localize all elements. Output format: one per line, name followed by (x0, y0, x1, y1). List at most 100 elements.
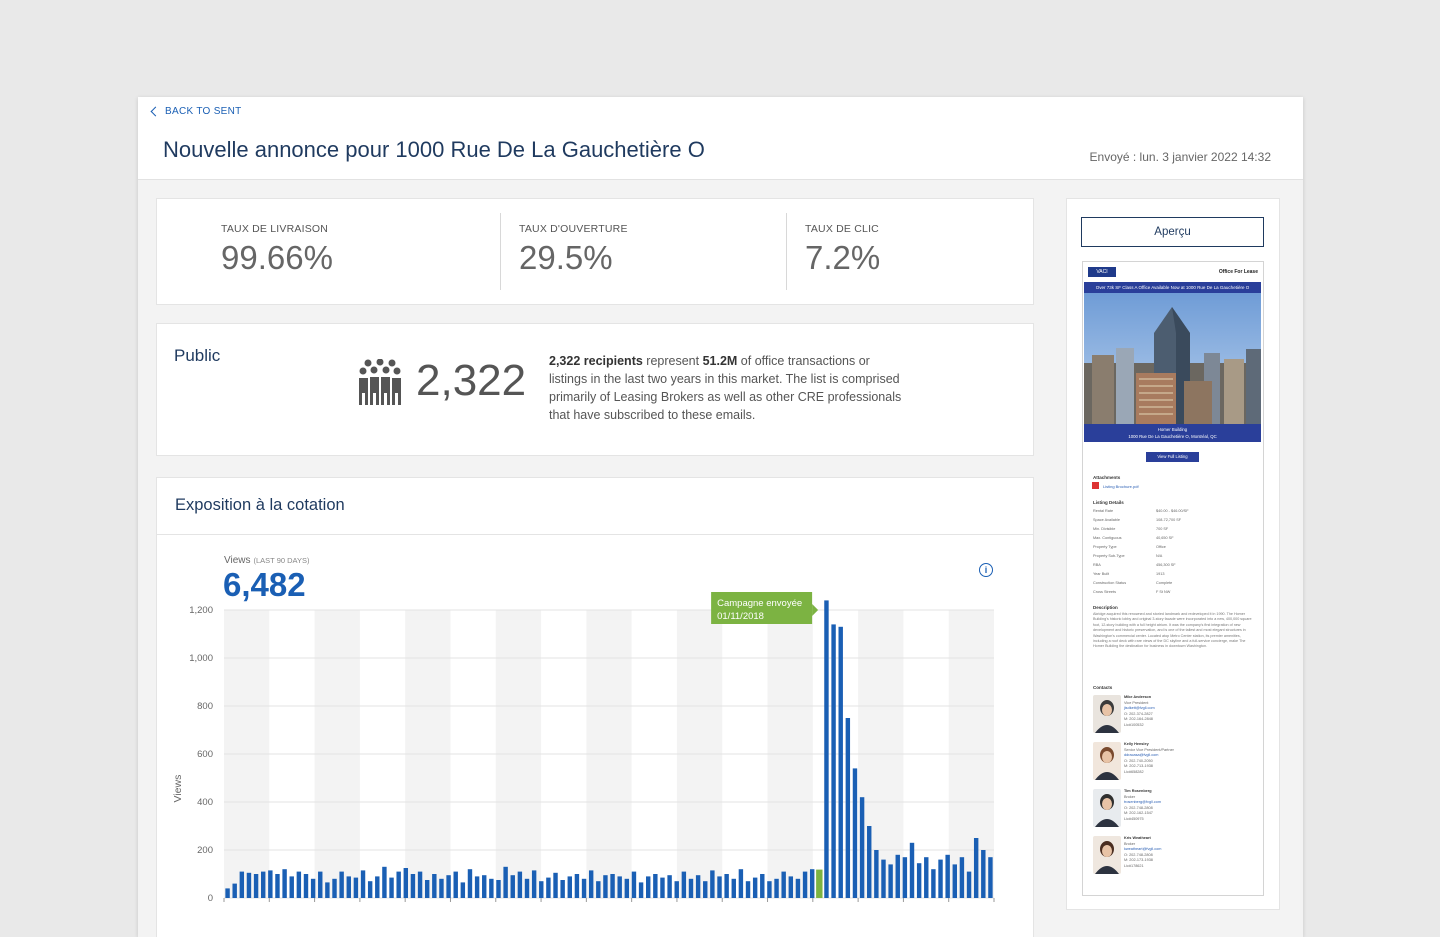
annotation-date: 01/11/2018 (717, 611, 764, 622)
bar (289, 876, 294, 898)
bar (788, 876, 794, 898)
contact-name: Kris Weatheart (1124, 836, 1151, 840)
bar (396, 871, 401, 898)
views-period: (LAST 90 DAYS) (253, 556, 310, 565)
detail-value: Complete (1156, 581, 1173, 585)
bar (389, 877, 394, 898)
bar (232, 883, 237, 898)
chevron-left-icon (150, 106, 161, 117)
bar (646, 876, 651, 898)
bar (938, 859, 943, 898)
bar (703, 881, 708, 898)
attachment-link[interactable]: Listing Brochure.pdf (1103, 484, 1139, 489)
campaign-card: BACK TO SENT Nouvelle annonce pour 1000 … (138, 97, 1303, 937)
bar (446, 875, 451, 898)
detail-key: Rental Rate (1093, 509, 1114, 513)
bar (439, 878, 444, 898)
detail-row: Cross Streets F St NW (1093, 590, 1253, 594)
bar (432, 874, 437, 898)
detail-key: RBA (1093, 563, 1101, 567)
bar (959, 857, 965, 898)
annotation-flag (711, 592, 813, 624)
bar (831, 624, 836, 898)
views-title: Views (224, 555, 251, 566)
bar (745, 881, 751, 898)
email-preview[interactable]: VACI PROPERTIES Office For Lease Over 73… (1082, 261, 1264, 896)
bar (489, 878, 494, 898)
pdf-icon (1092, 482, 1099, 489)
description-text: Akridge acquired this renowned and stori… (1093, 612, 1252, 649)
detail-row: RBA 456,300 SF (1093, 563, 1253, 567)
detail-value: 108-72,700 SF (1156, 518, 1182, 522)
people-group-icon (359, 359, 401, 405)
bar (510, 875, 515, 898)
contact-mobile: M: 202-162-1547 (1124, 811, 1153, 816)
email-caption: Homer Building 1000 Rue De La Gauchetièr… (1084, 424, 1261, 442)
detail-row: Property Sub-Type N/A (1093, 554, 1253, 558)
bar (360, 870, 366, 898)
y-tick-label: 0 (208, 893, 213, 904)
bar (225, 888, 230, 898)
bar (610, 874, 615, 898)
bar (695, 875, 701, 898)
bar (859, 797, 865, 898)
email-listing-type: Office For Lease (1218, 269, 1258, 275)
bar (539, 881, 544, 898)
preview-button[interactable]: Aperçu (1081, 217, 1264, 247)
detail-value: F St NW (1156, 590, 1171, 594)
bar (339, 871, 344, 898)
bar (253, 874, 259, 898)
contact-email[interactable]: jisdkett@fvgll.com (1124, 706, 1155, 711)
bar (353, 877, 359, 898)
contact-card: Kris Weatheart Broker kweatheart@fvgll.com… (1093, 836, 1253, 874)
bar (852, 768, 858, 898)
bar (916, 863, 922, 898)
caption-address: 1000 Rue De La Gauchetière O, Montréal, … (1128, 434, 1217, 439)
contact-license: Lic#658282 (1124, 769, 1144, 774)
contact-email[interactable]: kweatheart@fvgll.com (1124, 847, 1162, 852)
contact-info: Kelly Hensley Senior Vice President/Partn… (1124, 742, 1174, 776)
exposure-panel: Exposition à la cotation Views (LAST 90 D… (156, 477, 1034, 937)
contact-license: Lic#450975 (1124, 816, 1144, 821)
contact-role: Broker (1124, 841, 1136, 846)
bar (239, 871, 245, 898)
contact-email[interactable]: trosenberg@fvgll.com (1124, 800, 1161, 805)
bar (332, 878, 337, 898)
detail-row: Space Available 108-72,700 SF (1093, 518, 1253, 522)
contact-office: O: 202-740-2050 (1124, 758, 1153, 763)
desc-amount: 51.2M (702, 354, 738, 368)
bar (881, 859, 886, 898)
bar (631, 871, 637, 898)
details-label: Listing Details (1093, 500, 1124, 505)
bar (588, 870, 594, 898)
bar (638, 882, 644, 898)
stat-delivery: TAUX DE LIVRAISON 99.66% (221, 223, 333, 277)
bar (261, 871, 266, 898)
bar (318, 871, 323, 898)
audience-count: 2,322 (416, 356, 527, 405)
detail-key: Min. Divisible (1093, 527, 1116, 531)
y-tick-label: 400 (197, 797, 213, 808)
detail-value: 40,650 SF (1156, 536, 1174, 540)
bar (482, 875, 487, 898)
sent-timestamp: Envoyé : lun. 3 janvier 2022 14:32 (1089, 150, 1271, 164)
views-label: Views (LAST 90 DAYS) (224, 555, 310, 566)
detail-row: Max. Contiguous 40,650 SF (1093, 536, 1253, 540)
back-to-sent-link[interactable]: BACK TO SENT (150, 106, 242, 117)
bar (596, 881, 601, 898)
info-icon[interactable]: i (979, 563, 993, 577)
bar (888, 864, 893, 898)
contact-email[interactable]: ddracasa@fvgll.com (1124, 753, 1159, 758)
bar (560, 880, 565, 898)
bar (624, 878, 630, 898)
bar (738, 869, 744, 898)
detail-key: Space Available (1093, 518, 1120, 522)
bar (909, 842, 915, 898)
description-label: Description (1093, 605, 1118, 610)
contact-mobile: M: 202-173-1938 (1124, 858, 1153, 863)
bar (731, 878, 736, 898)
detail-value: 1913 (1156, 572, 1165, 576)
bar (667, 875, 672, 898)
bar (603, 875, 608, 898)
view-listing-button[interactable]: View Full Listing (1146, 452, 1199, 462)
